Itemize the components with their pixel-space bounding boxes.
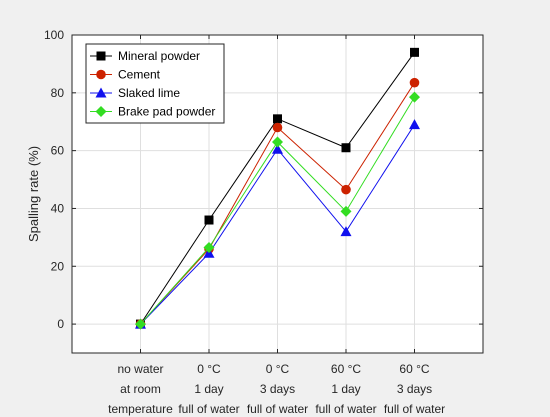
y-tick-label: 60	[51, 144, 65, 158]
x-tick-label: full of water	[315, 402, 376, 416]
x-tick-label: 3 days	[397, 382, 432, 396]
x-tick-label: 60 °C	[331, 362, 361, 376]
legend-label: Cement	[118, 68, 161, 82]
marker-triangle	[272, 143, 283, 154]
legend-label: Slaked lime	[118, 86, 180, 100]
y-tick-label: 0	[57, 317, 64, 331]
marker-diamond	[409, 91, 420, 103]
x-tick-label: 1 day	[194, 382, 223, 396]
legend: Mineral powder Cement Slaked lime Brake pad…	[85, 43, 225, 124]
marker-diamond	[95, 106, 107, 117]
x-tick-label: full of water	[384, 402, 445, 416]
y-tick-label: 20	[51, 259, 65, 273]
x-tick-label: 3 days	[260, 382, 295, 396]
legend-label: Mineral powder	[118, 49, 200, 63]
x-tick-label: full of water	[178, 402, 239, 416]
marker-triangle	[95, 87, 107, 98]
x-tick-label: 0 °C	[197, 362, 221, 376]
marker-square	[96, 51, 106, 61]
y-tick-label: 80	[51, 86, 65, 100]
x-tick-label: 60 °C	[399, 362, 429, 376]
series-brake-pad-powder	[135, 91, 420, 330]
marker-diamond	[203, 241, 215, 253]
x-tick-label: temperature	[108, 402, 173, 416]
marker-square	[204, 215, 214, 225]
marker-triangle	[340, 226, 352, 237]
plot-frame	[71, 34, 484, 354]
x-tick-label: full of water	[247, 402, 308, 416]
marker-square	[341, 143, 351, 153]
x-tick-label: no water	[117, 362, 163, 376]
marker-circle	[341, 184, 351, 195]
y-tick-label: 100	[44, 28, 64, 42]
legend-box	[85, 43, 225, 124]
marker-circle	[96, 69, 106, 80]
marker-square	[273, 114, 282, 124]
marker-diamond	[135, 318, 146, 330]
ticks: 0 20 40 60 80 100 no water at room temperature 0 …	[44, 28, 483, 416]
x-tick-label: at room	[120, 382, 161, 396]
marker-diamond	[272, 136, 283, 148]
legend-label: Brake pad powder	[118, 105, 215, 119]
marker-diamond	[340, 205, 352, 217]
marker-square	[410, 47, 419, 57]
x-tick-label: 1 day	[331, 382, 360, 396]
marker-circle	[409, 77, 420, 88]
marker-triangle	[409, 119, 420, 130]
y-tick-label: 40	[51, 201, 65, 215]
x-tick-label: 0 °C	[266, 362, 290, 376]
marker-circle	[272, 122, 283, 133]
series-group	[135, 47, 420, 330]
y-axis-label: Spalling rate (%)	[26, 146, 41, 242]
